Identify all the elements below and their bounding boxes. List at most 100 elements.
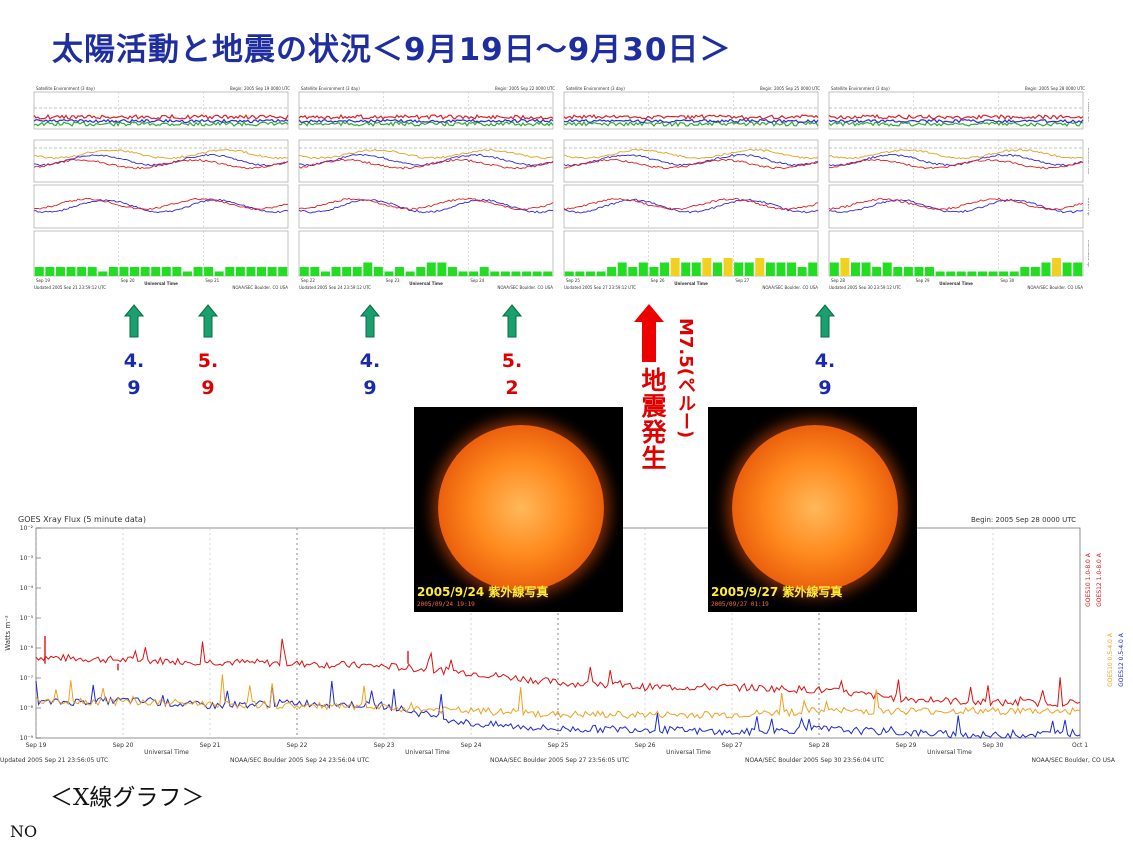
- flux-line: [298, 118, 554, 124]
- day-label: Sep 25: [566, 278, 580, 283]
- kp-bar: [182, 271, 192, 276]
- chart-footer: NOAA/SEC Boulder 2005 Sep 30 23:56:04 UT…: [745, 757, 884, 764]
- electron-line: [563, 148, 819, 160]
- kp-bar: [649, 267, 659, 276]
- kp-bar: [914, 267, 924, 276]
- subplot-label: Proton Flux: [1087, 99, 1089, 122]
- kp-bar: [342, 267, 352, 276]
- electron-line: [563, 158, 819, 170]
- panel-header-right: Begin: 2005 Sep 19 0000 UTC: [230, 86, 290, 91]
- day-label: Sep 19: [36, 278, 50, 283]
- kp-bar: [882, 262, 892, 276]
- kp-bar: [532, 271, 542, 276]
- sat-panel: Satellite Environment (3 day) Begin: 2005…: [32, 84, 294, 300]
- series-line: [35, 680, 1081, 740]
- chart-footer: Updated 2005 Sep 21 23:56:05 UTC: [0, 757, 108, 764]
- panel-footer-right: NOAA/SEC Boulder, CO USA: [1027, 285, 1083, 289]
- kp-bar: [373, 267, 383, 276]
- kp-bar: [299, 267, 309, 276]
- flux-line: [563, 120, 819, 128]
- xaxis-label: Universal Time: [674, 281, 708, 286]
- subplot-frame: [828, 184, 1084, 229]
- day-label: Sep 20: [121, 278, 135, 283]
- kp-bar: [310, 267, 320, 276]
- y-tick-label: 10⁻⁸: [20, 705, 34, 712]
- sat-panel: Satellite Environment (3 day) Begin: 2005…: [827, 84, 1089, 300]
- chart-footer: NOAA/SEC Boulder 2005 Sep 27 23:56:05 UT…: [490, 757, 629, 764]
- kp-bar: [98, 271, 108, 276]
- day-label: Sep 28: [831, 278, 845, 283]
- legend-entry: GOES10 1.0-8.0 A: [1085, 552, 1092, 607]
- no-label: NO: [10, 822, 38, 841]
- kp-bar: [585, 271, 595, 276]
- day-label: Sep 30: [1000, 278, 1014, 283]
- day-label: Sep 29: [916, 278, 930, 283]
- electron-line: [298, 197, 554, 211]
- kp-bar: [808, 262, 818, 276]
- kp-bar: [702, 258, 712, 276]
- kp-bar: [66, 267, 76, 276]
- kp-bar: [734, 262, 744, 276]
- electron-line: [33, 153, 289, 167]
- sun-disc: [732, 425, 898, 591]
- kp-bar: [935, 271, 945, 276]
- kp-bar: [161, 267, 171, 276]
- electron-line: [33, 198, 289, 214]
- electron-line: [828, 158, 1084, 170]
- xaxis-label: Universal Time: [144, 281, 178, 286]
- kp-bar: [214, 271, 224, 276]
- kp-bar: [596, 271, 606, 276]
- subplot-frame: [563, 91, 819, 130]
- panel-footer-left: Updated 2005 Sep 27 23:59:12 UTC: [564, 285, 636, 289]
- chart-begin-label: Begin: 2005 Sep 28 0000 UTC: [971, 516, 1076, 524]
- kp-bar: [638, 262, 648, 276]
- electron-line: [298, 158, 554, 170]
- kp-bar: [999, 271, 1009, 276]
- kp-bar: [765, 262, 775, 276]
- kp-bar: [352, 267, 362, 276]
- kp-bar: [384, 271, 394, 276]
- day-label: Sep 21: [205, 278, 219, 283]
- sun-image-0924: 2005/9/24 紫外線写真 2005/09/24 19:19: [414, 407, 623, 612]
- y-tick-label: 10⁻⁷: [20, 675, 34, 682]
- kp-bar: [511, 271, 521, 276]
- electron-line: [828, 197, 1084, 211]
- kp-bar: [861, 262, 871, 276]
- kp-bar: [235, 267, 245, 276]
- subplot-label: Estimated Kp: [1087, 240, 1089, 267]
- kp-bar: [34, 267, 44, 276]
- flux-line: [33, 120, 289, 127]
- kp-bar: [712, 262, 722, 276]
- kp-bar: [967, 271, 977, 276]
- up-arrow-icon: [360, 304, 380, 338]
- kp-bar: [628, 267, 638, 276]
- y-tick-label: 10⁻²: [20, 525, 34, 532]
- subplot-frame: [828, 139, 1084, 183]
- subplot-frame: [33, 91, 289, 130]
- flux-line: [298, 120, 554, 128]
- flux-line: [563, 118, 819, 124]
- kp-bar: [840, 258, 850, 276]
- kp-bar: [543, 271, 553, 276]
- day-label: Sep 26: [651, 278, 665, 283]
- kp-bar: [617, 262, 627, 276]
- kp-bar: [479, 267, 489, 276]
- subplot-label: Electron Flux: [1087, 148, 1089, 175]
- panel-footer-right: NOAA/SEC Boulder, CO USA: [232, 285, 288, 289]
- kp-bar: [1030, 267, 1040, 276]
- kp-bar: [447, 267, 457, 276]
- quake-arrow-icon: [634, 304, 664, 362]
- kp-bar: [500, 271, 510, 276]
- kp-bar: [691, 262, 701, 276]
- subplot-frame: [298, 139, 554, 183]
- kp-bar: [660, 262, 670, 276]
- electron-line: [828, 198, 1084, 214]
- kp-bar: [850, 262, 860, 276]
- xaxis-label: Universal Time: [409, 281, 443, 286]
- x-tick-label: Sep 30: [983, 742, 1004, 749]
- sun-disc: [438, 425, 604, 591]
- chart-title: GOES Xray Flux (5 minute data): [18, 515, 146, 524]
- sun-timestamp: 2005/09/24 19:19: [417, 601, 475, 608]
- xaxis-label: Universal Time: [939, 281, 973, 286]
- kp-bar: [977, 271, 987, 276]
